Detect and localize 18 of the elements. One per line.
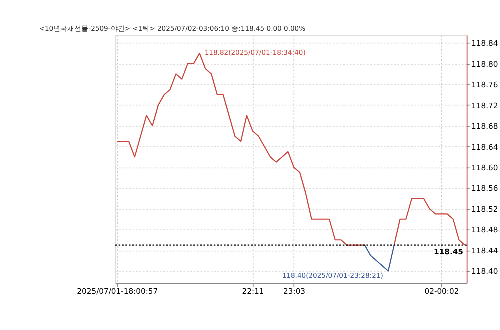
ref-line-label: 118.45 xyxy=(434,248,464,257)
y-tick-label: 118.80 xyxy=(472,60,498,69)
y-tick-label: 118.64 xyxy=(472,142,498,152)
y-tick-label: 118.76 xyxy=(472,80,498,90)
x-tick-label: 22:11 xyxy=(242,286,264,296)
y-tick-label: 118.52 xyxy=(472,204,498,214)
y-tick-label: 118.60 xyxy=(472,163,498,172)
x-tick-label: 23:03 xyxy=(284,286,306,296)
y-tick-label: 118.68 xyxy=(472,122,498,132)
y-tick-label: 118.48 xyxy=(472,226,498,235)
x-tick-label: 2025/07/01-18:00:57 xyxy=(77,286,158,296)
y-tick-label: 118.84 xyxy=(472,39,498,48)
y-tick-label: 118.44 xyxy=(472,246,498,256)
y-tick-label: 118.56 xyxy=(472,184,498,194)
x-tick-label: 02-00:02 xyxy=(424,286,460,296)
line-series xyxy=(364,244,395,272)
y-tick-label: 118.40 xyxy=(472,267,498,276)
y-tick-label: 118.72 xyxy=(472,101,498,110)
